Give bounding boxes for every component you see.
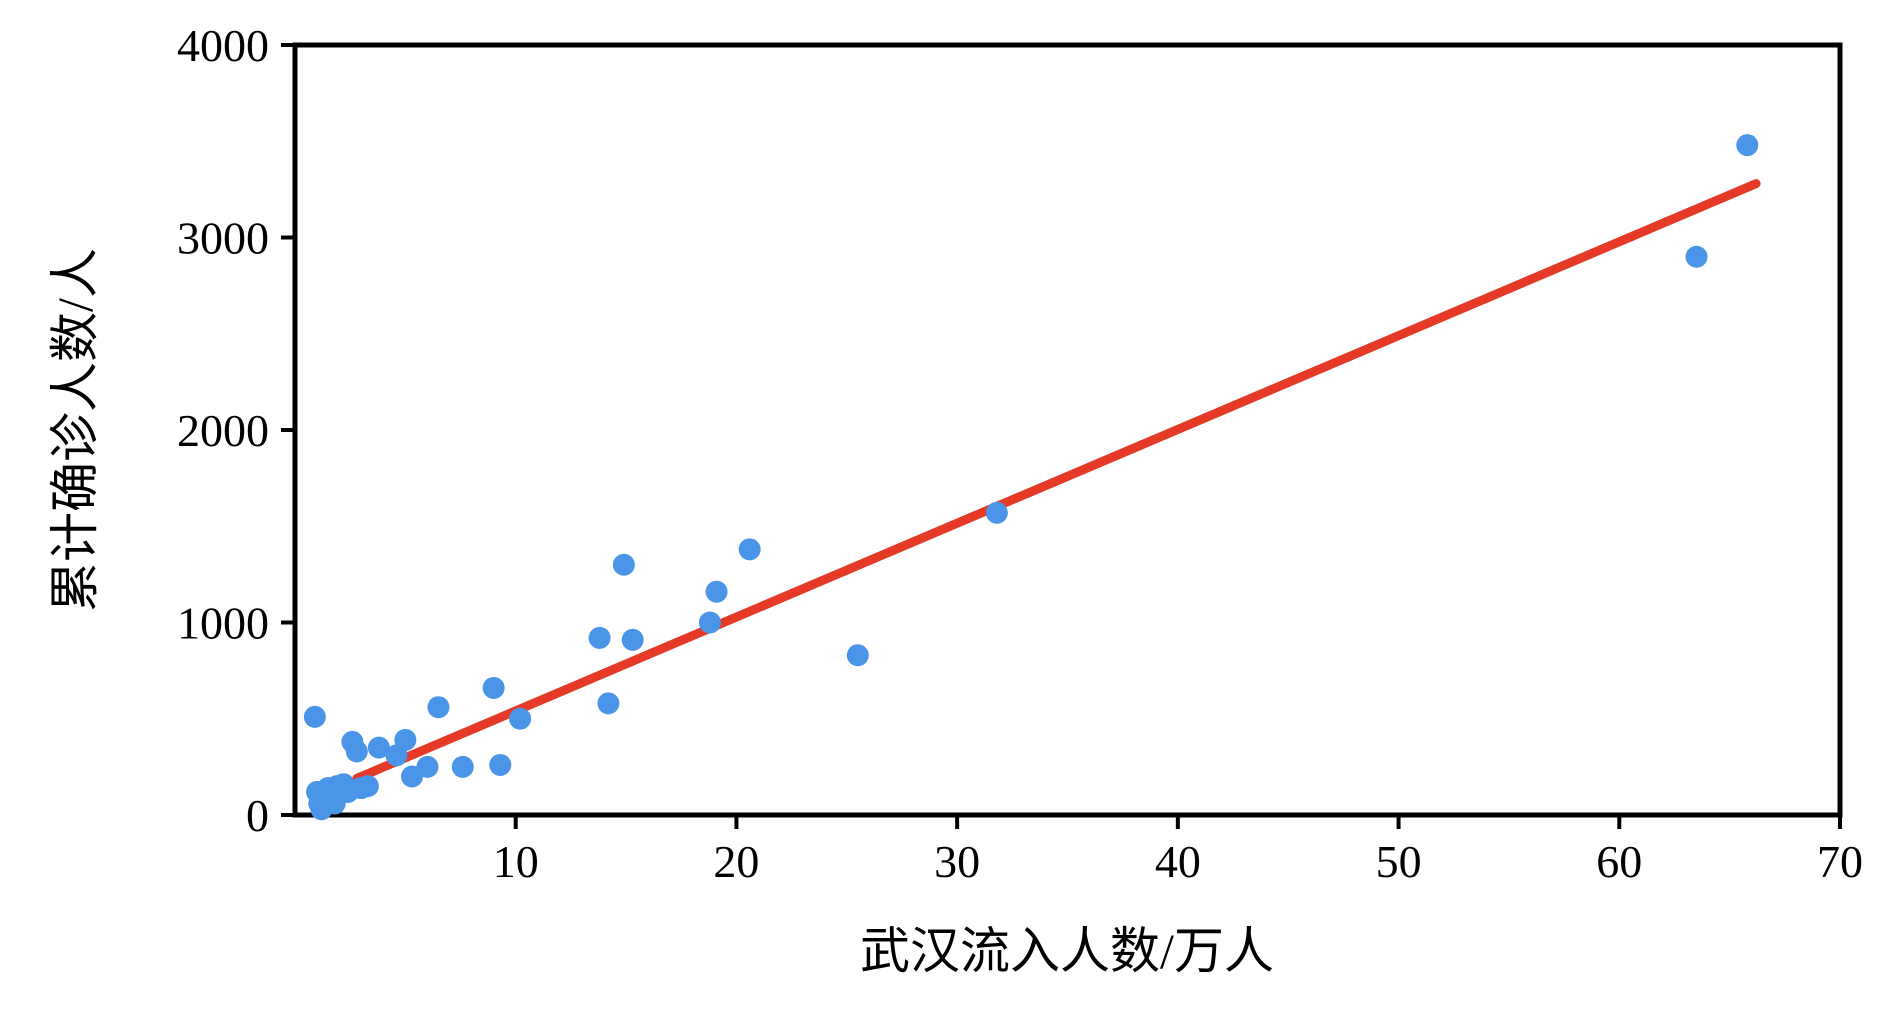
x-tick-label: 60 xyxy=(1596,836,1642,887)
data-point xyxy=(597,692,620,715)
x-tick-label: 50 xyxy=(1376,836,1422,887)
fit-line xyxy=(352,179,1761,783)
y-tick-label: 0 xyxy=(246,790,269,841)
x-tick-label: 40 xyxy=(1155,836,1201,887)
plot-area: 10 20 30 40 50 60 70 0 1000 2000 3000 4000 xyxy=(177,20,1863,887)
x-tick-label: 70 xyxy=(1817,836,1863,887)
data-point xyxy=(303,705,326,728)
data-point xyxy=(416,755,439,778)
data-point xyxy=(367,736,390,759)
y-tick-label: 1000 xyxy=(177,598,269,649)
data-point xyxy=(588,626,611,649)
data-point xyxy=(345,740,368,763)
data-point xyxy=(451,755,474,778)
data-point xyxy=(427,696,450,719)
data-point xyxy=(846,644,869,667)
data-point xyxy=(509,707,532,730)
data-point xyxy=(612,553,635,576)
y-axis-label: 累计确诊人数/人 xyxy=(47,248,103,612)
data-point xyxy=(698,611,721,634)
data-point xyxy=(985,501,1008,524)
data-point xyxy=(356,775,379,798)
data-point xyxy=(482,676,505,699)
y-tick-label: 3000 xyxy=(177,213,269,264)
data-point xyxy=(1685,245,1708,268)
data-point xyxy=(489,753,512,776)
data-point xyxy=(738,538,761,561)
x-tick-label: 20 xyxy=(713,836,759,887)
y-tick-label: 4000 xyxy=(177,20,269,71)
x-tick-label: 30 xyxy=(934,836,980,887)
data-point xyxy=(394,728,417,751)
y-tick-label: 2000 xyxy=(177,405,269,456)
plot-box xyxy=(292,42,1843,818)
data-point xyxy=(705,580,728,603)
data-point xyxy=(621,628,644,651)
data-point xyxy=(1736,134,1759,157)
x-tick-label: 10 xyxy=(493,836,539,887)
x-axis-label: 武汉流入人数/万人 xyxy=(860,923,1274,979)
